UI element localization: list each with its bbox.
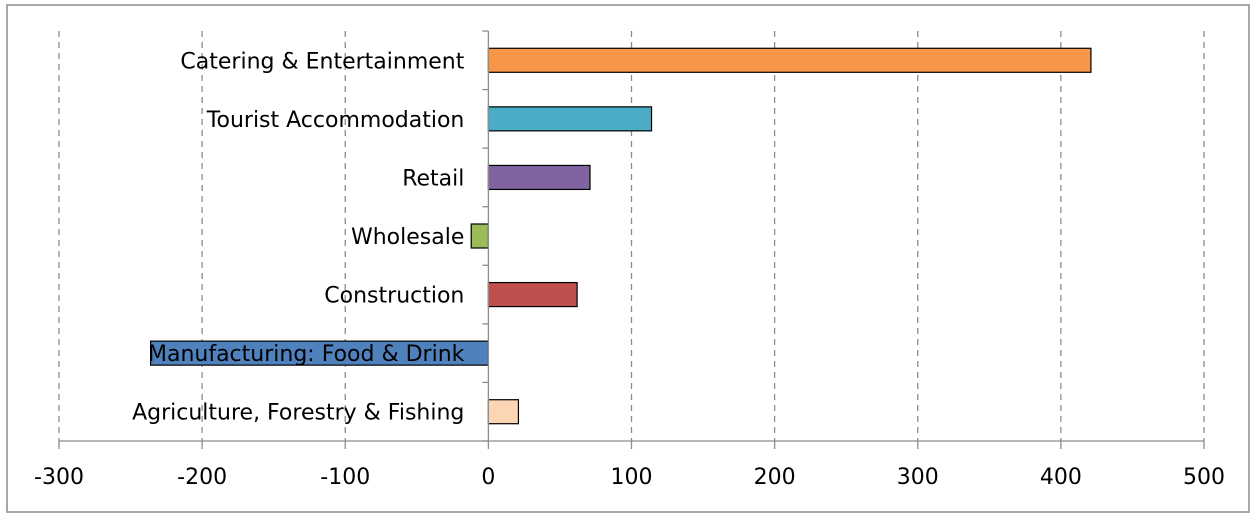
grid-lines	[58, 31, 1205, 441]
category-label-1: Tourist Accommodation	[206, 108, 465, 133]
labels: -300 -200 -100 0 100 200 300 400 500 Catering & E…	[34, 49, 1225, 490]
category-label-6: Agriculture, Forestry & Fishing	[132, 401, 464, 426]
x-tick-label-6: 300	[897, 465, 939, 490]
axes	[58, 30, 1205, 449]
x-tick-label-8: 500	[1183, 465, 1225, 490]
category-label-4: Construction	[324, 284, 464, 309]
x-tick-label-1: -200	[177, 465, 227, 490]
bar-1	[487, 106, 653, 132]
x-tick-label-3: 0	[481, 465, 495, 490]
bar-0	[487, 47, 1092, 73]
bar-5	[150, 340, 489, 366]
bar-2	[487, 164, 591, 191]
bars	[150, 47, 1092, 425]
x-tick-label-4: 100	[611, 465, 653, 490]
category-label-0: Catering & Entertainment	[180, 49, 464, 74]
bar-4	[487, 281, 578, 308]
bar-3	[470, 223, 489, 249]
bar-6	[487, 399, 520, 425]
x-tick-label-0: -300	[34, 465, 84, 490]
x-tick-label-7: 400	[1040, 465, 1082, 490]
category-label-5: Manufacturing: Food & Drink	[148, 342, 465, 367]
x-tick-label-5: 200	[754, 465, 796, 490]
category-label-2: Retail	[402, 166, 464, 191]
x-tick-label-2: -100	[320, 465, 370, 490]
category-label-3: Wholesale	[351, 225, 464, 250]
chart-border	[6, 4, 1250, 513]
